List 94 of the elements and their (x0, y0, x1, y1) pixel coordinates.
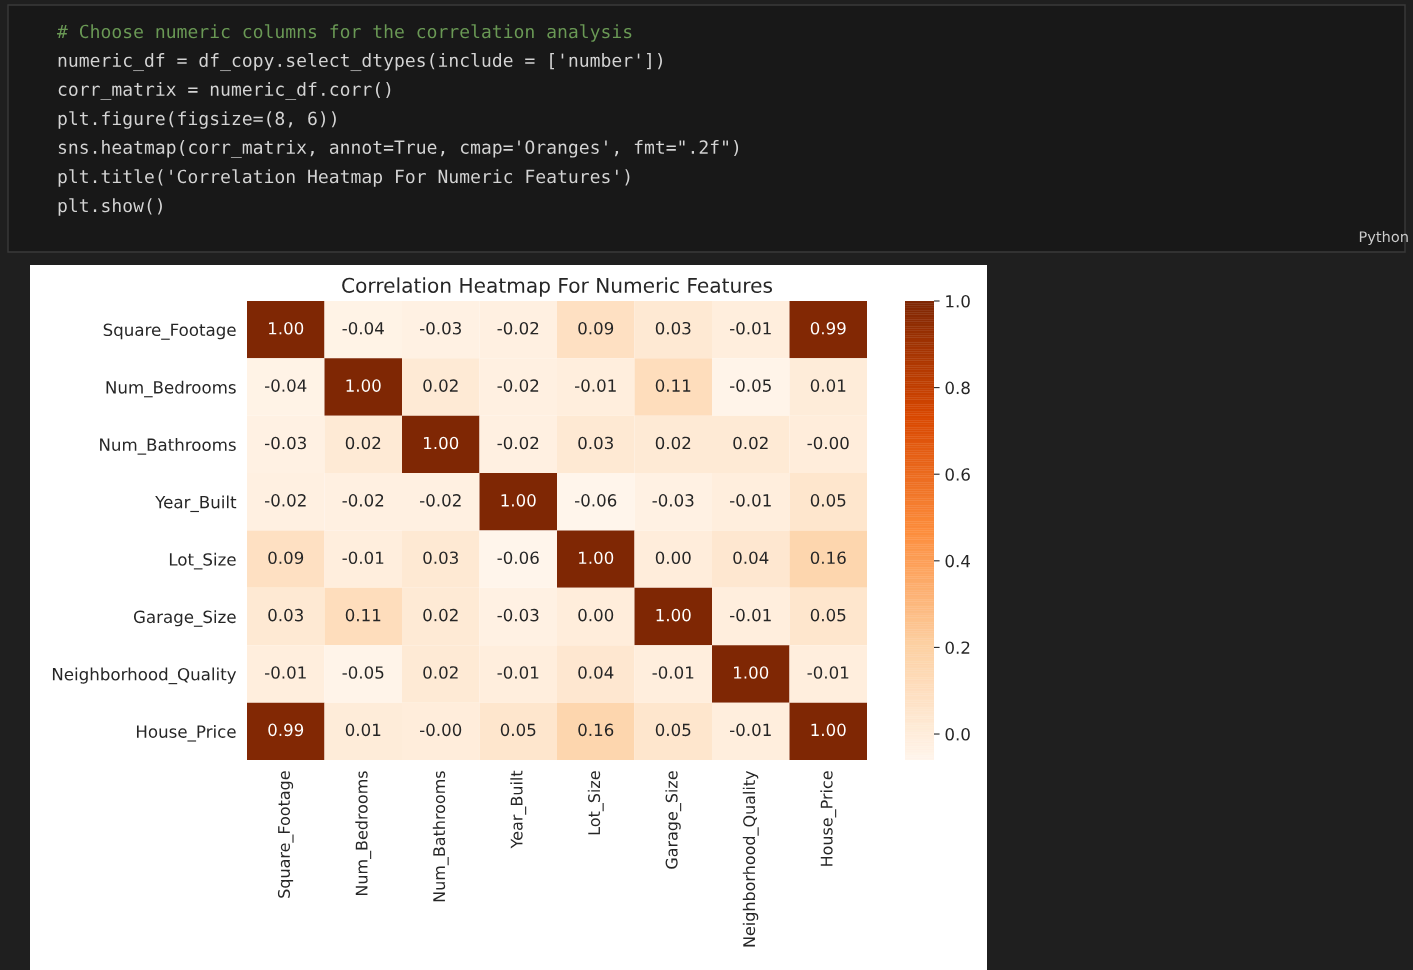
data-label: -0.01 (342, 551, 384, 565)
data-label: 0.16 (578, 723, 614, 737)
y-tick-label: Neighborhood_Quality (52, 667, 237, 685)
data-label: -0.03 (265, 436, 306, 450)
text: Python (1359, 230, 1408, 246)
data-label: -0.01 (730, 608, 771, 622)
data-label: 0.02 (345, 436, 381, 450)
data-label: -0.02 (342, 494, 384, 507)
data-label: 0.01 (810, 379, 846, 392)
data-label: -0.03 (420, 321, 461, 335)
color-bar-label: 0.2 (945, 641, 970, 654)
text: corr_matrix = numeric_df.corr() (58, 82, 391, 100)
y-tick-label: Lot_Size (169, 552, 236, 570)
text: # Choose numeric columns for the correlation analysis (57, 24, 632, 42)
x-tick-label: Year_Built (510, 770, 527, 849)
data-label: -0.01 (575, 379, 616, 392)
data-label: -0.01 (807, 666, 849, 679)
text: plt.figure(figsize=(8, 6)) (58, 111, 336, 129)
data-label: 0.00 (578, 608, 614, 622)
data-label: 0.99 (268, 723, 304, 737)
x-tick-label: Lot_Size (587, 771, 604, 835)
data-label: -0.01 (730, 321, 771, 335)
data-label: 1.00 (811, 723, 846, 737)
data-label: 0.02 (423, 608, 458, 622)
data-label: -0.01 (497, 666, 539, 679)
data-label: 0.03 (423, 551, 458, 565)
data-label: -0.02 (265, 494, 306, 507)
data-label: 1.00 (269, 321, 304, 335)
data-label: 1.00 (501, 494, 536, 507)
y-tick-label: Num_Bathrooms (100, 438, 236, 455)
data-label: 1.00 (424, 436, 459, 450)
color-bar-label: 1.0 (946, 294, 970, 308)
data-label: -0.00 (420, 723, 462, 737)
text: plt.title('Correlation Heatmap For Numeric Features') (58, 169, 630, 187)
x-tick-label: Garage_Size (665, 771, 682, 869)
data-label: 0.01 (345, 723, 381, 737)
y-tick-label: Garage_Size (133, 610, 236, 627)
x-tick-label: House_Price (820, 771, 837, 866)
data-label: 0.04 (733, 551, 769, 565)
data-label: -0.01 (730, 723, 771, 737)
data-label: -0.02 (497, 321, 539, 335)
data-label: -0.01 (652, 666, 694, 679)
data-label: -0.02 (497, 436, 539, 450)
y-tick-label: Num_Bedrooms (106, 380, 236, 398)
data-label: 0.09 (578, 321, 614, 335)
data-label: -0.01 (730, 494, 771, 507)
x-tick-label: Num_Bathrooms (432, 771, 449, 902)
data-label: -0.06 (575, 494, 617, 507)
y-tick-label: Square_Footage (103, 323, 236, 340)
data-label: 0.99 (810, 321, 846, 335)
data-label: 0.11 (345, 608, 381, 622)
data-label: -0.04 (265, 379, 307, 392)
data-label: -0.03 (497, 608, 539, 622)
data-label: -0.05 (730, 379, 771, 392)
data-label: -0.04 (342, 321, 384, 335)
data-label: 0.03 (578, 436, 613, 450)
data-label: 0.00 (655, 551, 691, 565)
color-bar-label: 0.6 (945, 468, 970, 481)
data-label: 0.05 (810, 608, 846, 622)
color-bar-label: 0.8 (945, 381, 970, 395)
data-label: 0.11 (655, 379, 691, 392)
text: sns.heatmap(corr_matrix, annot=True, cmap='Oranges', fmt=".2f") (58, 140, 739, 158)
data-label: 0.02 (423, 666, 458, 679)
data-label: 0.02 (655, 436, 691, 450)
data-label: 1.00 (579, 551, 614, 565)
data-label: 1.00 (656, 608, 691, 622)
chart-title: Correlation Heatmap For Numeric Features (342, 277, 773, 297)
y-tick-label: Year_Built (155, 495, 237, 513)
data-label: 0.02 (733, 436, 768, 450)
data-label: 0.09 (268, 551, 304, 565)
data-label: -0.03 (652, 494, 694, 507)
data-label: -0.00 (807, 436, 849, 450)
data-label: 0.05 (655, 723, 691, 737)
data-label: 0.05 (810, 494, 846, 507)
data-label: 0.03 (655, 321, 691, 335)
data-label: 1.00 (346, 379, 381, 392)
color-bar-label: 0.0 (945, 727, 970, 741)
y-tick-label: House_Price (136, 724, 236, 742)
data-label: -0.02 (420, 494, 461, 507)
data-label: 0.16 (810, 551, 846, 565)
data-label: -0.02 (497, 379, 539, 392)
x-tick-label: Neighborhood_Quality (742, 770, 759, 947)
data-label: 0.03 (268, 608, 303, 622)
text: numeric_df = df_copy.select_dtypes(include = ['number']) (58, 52, 662, 72)
data-label: -0.06 (497, 551, 539, 565)
data-label: -0.01 (265, 666, 306, 679)
data-label: -0.05 (342, 666, 384, 679)
data-label: 0.04 (578, 666, 614, 679)
data-label: 1.00 (734, 666, 769, 679)
color-bar-label: 0.4 (945, 554, 970, 568)
data-label: 0.02 (423, 379, 458, 392)
data-label: 0.05 (500, 723, 536, 737)
text: plt.show() (58, 198, 162, 216)
x-tick-label: Num_Bedrooms (355, 771, 372, 896)
